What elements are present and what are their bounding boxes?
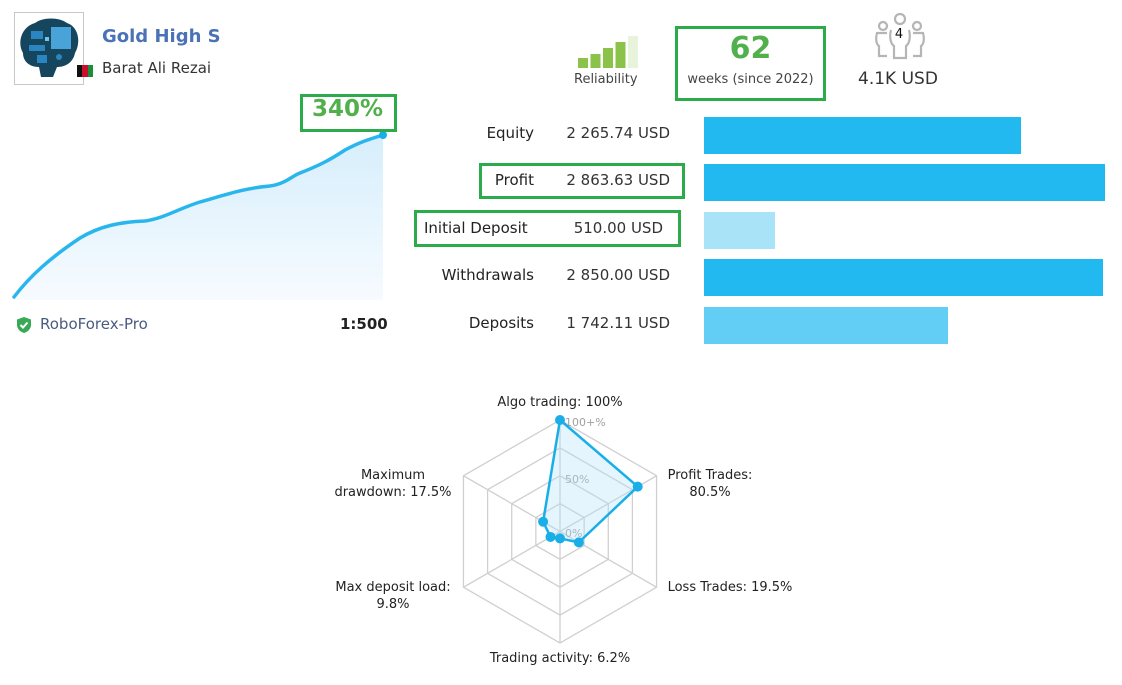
- growth-highlight-box: [300, 94, 397, 132]
- reliability-bar: [615, 42, 626, 68]
- stat-bar: [704, 212, 775, 249]
- afghanistan-flag-icon: [77, 65, 93, 77]
- stat-bar: [704, 117, 1021, 154]
- radar-data-point: [545, 531, 556, 542]
- stat-label: Equity: [486, 124, 534, 142]
- stat-value: 2 850.00 USD: [566, 266, 670, 284]
- stat-label: Deposits: [468, 314, 534, 332]
- shield-check-icon: [17, 317, 31, 333]
- radar-chart: 100+% 50% 0%: [462, 415, 658, 644]
- weeks-label: weeks (since 2022): [687, 72, 814, 87]
- radar-scale-label: 50%: [565, 473, 589, 486]
- stat-bar: [704, 307, 948, 344]
- stat-value: 2 863.63 USD: [566, 171, 670, 189]
- radar-scale-label: 100+%: [565, 416, 606, 429]
- signal-title[interactable]: Gold High S: [102, 26, 221, 47]
- radar-data-point: [632, 481, 643, 492]
- radar-axis-label: Profit Trades: 80.5%: [650, 467, 770, 501]
- reliability-label: Reliability: [574, 72, 638, 87]
- stat-highlight-box: [479, 163, 685, 199]
- radar-axis-label-line: drawdown: 17.5%: [334, 485, 452, 500]
- people-icon: [875, 12, 925, 60]
- radar-axis-label-line: Loss Trades: 19.5%: [667, 580, 793, 595]
- radar-data-point: [555, 533, 565, 544]
- radar-axis-label: Maximum drawdown: 17.5%: [318, 467, 468, 501]
- signal-avatar[interactable]: [14, 12, 84, 85]
- radar-axis-label-line: Trading activity: 6.2%: [489, 651, 631, 666]
- reliability-bars-icon: [578, 36, 638, 68]
- radar-series-area: [541, 418, 639, 544]
- stat-bar: [704, 259, 1103, 296]
- radar-scale-label: 0%: [565, 527, 582, 540]
- reliability-bar: [603, 48, 613, 68]
- radar-axis-label-line: 80.5%: [689, 485, 731, 500]
- stat-value: 510.00 USD: [573, 219, 663, 237]
- subscribers-balance: 4.1K USD: [858, 69, 938, 89]
- reliability-bar: [578, 58, 588, 68]
- brain-circuit-icon: [20, 18, 79, 77]
- growth-area: [14, 135, 383, 300]
- radar-axis-label-line: Algo trading: 100%: [497, 395, 623, 410]
- weeks-value: 62: [729, 31, 772, 66]
- stat-bar: [704, 164, 1105, 201]
- author-name[interactable]: Barat Ali Rezai: [102, 59, 212, 77]
- stat-highlight-box: [414, 210, 681, 247]
- growth-end-point: [379, 131, 387, 139]
- stat-value: 2 265.74 USD: [566, 124, 670, 142]
- growth-value: 340%: [311, 96, 383, 122]
- stat-label: Profit: [494, 171, 534, 189]
- stat-label: Withdrawals: [441, 266, 534, 284]
- stat-label: Initial Deposit: [424, 219, 528, 237]
- radar-spoke: [463, 530, 561, 588]
- radar-axis-label-line: Profit Trades:: [667, 468, 753, 483]
- radar-axis-label-line: Maximum: [360, 468, 426, 483]
- leverage-value: 1:500: [340, 315, 388, 333]
- radar-data-point: [555, 415, 565, 425]
- stat-value: 1 742.11 USD: [566, 314, 670, 332]
- radar-data-point: [538, 516, 549, 527]
- reliability-bar: [628, 36, 638, 68]
- radar-data-point: [573, 537, 584, 548]
- broker-name[interactable]: RoboForex-Pro: [40, 315, 148, 333]
- radar-axis-label: Loss Trades: 19.5%: [655, 579, 805, 596]
- radar-axis-label: Trading activity: 6.2%: [460, 650, 660, 667]
- growth-chart[interactable]: [0, 110, 400, 310]
- weeks-highlight-box: [675, 26, 826, 101]
- radar-axis-label-line: 9.8%: [376, 597, 410, 612]
- subscribers-count: 4: [894, 27, 904, 42]
- growth-line: [12, 133, 385, 299]
- radar-axis-label-line: Max deposit load:: [335, 580, 451, 595]
- radar-axis-label: Algo trading: 100%: [460, 394, 660, 411]
- radar-axis-label: Max deposit load: 9.8%: [318, 579, 468, 613]
- reliability-bar: [590, 54, 601, 68]
